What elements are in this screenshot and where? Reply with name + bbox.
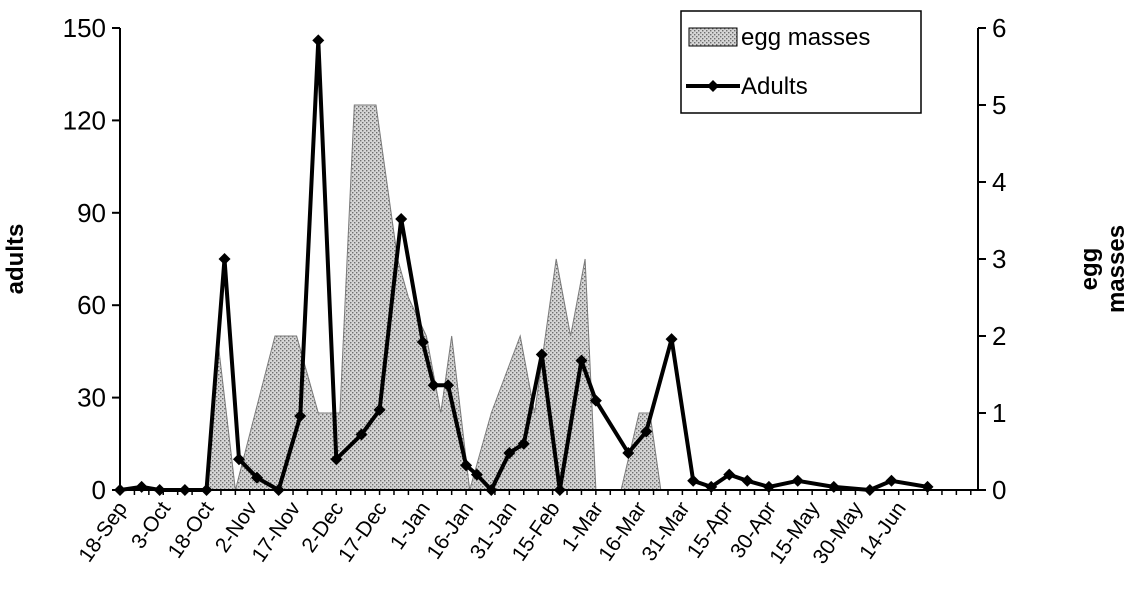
left-y-tick-label: 90 [77,198,106,228]
legend-swatch-adults-marker [707,80,719,92]
left-y-tick-label: 120 [63,105,106,135]
adults-point [395,212,408,225]
adults-point [427,379,440,392]
right-y-tick-label: 5 [992,90,1006,120]
legend-label-egg-masses: egg masses [741,24,870,51]
right-y-ticks: 0 1 2 3 4 5 6 [978,13,1006,505]
left-y-tick-label: 60 [77,290,106,320]
adults-point [665,333,678,346]
adults-point [517,437,530,450]
right-y-tick-label: 2 [992,321,1006,351]
legend-swatch-egg-masses [688,27,738,47]
left-y-tick-label: 0 [92,475,106,505]
adults-point [885,474,898,487]
legend-label-adults: Adults [741,73,808,100]
adults-point [312,34,325,47]
adults-point [294,410,307,423]
adults-line [119,38,928,492]
adults-point [330,453,343,466]
adults-point [470,468,483,481]
adults-point [416,336,429,349]
adults-point [232,453,245,466]
x-ticks: 18-Sep3-Oct18-Oct2-Nov17-Nov2-Dec17-Dec1… [74,490,972,568]
adults-point [355,428,368,441]
right-y-axis-title-line-1: egg [1076,248,1103,291]
right-y-axis-title-line-2: masses [1103,225,1130,313]
right-y-tick-label: 4 [992,167,1006,197]
adults-point [741,474,754,487]
adults-point [622,447,635,460]
adults-point [640,425,653,438]
adults-point [218,253,231,265]
adults-point [791,474,804,487]
adults-point [575,354,588,367]
left-y-axis-title: adults [2,224,29,295]
right-y-tick-label: 0 [992,475,1006,505]
adults-point [250,471,263,484]
adults-point [687,474,700,487]
legend: egg masses Adults [680,10,922,114]
adults-point [827,480,840,493]
x-tick-label: 18-Sep [74,498,132,567]
x-tick-label: 14-Jun [855,498,911,564]
right-y-tick-label: 6 [992,13,1006,43]
left-y-tick-label: 30 [77,383,106,413]
right-y-tick-label: 1 [992,398,1006,428]
adults-point [373,403,386,416]
adults-point [535,348,548,361]
x-tick-label: 18-Oct [164,498,219,563]
left-y-ticks: 0 30 60 90 120 150 [63,13,120,505]
adults-point [442,379,455,392]
right-y-tick-label: 3 [992,244,1006,274]
adults-point [589,394,602,407]
adults-point [135,480,148,493]
adults-point [723,468,736,481]
adults-point [503,447,516,460]
left-y-tick-label: 150 [63,13,106,43]
adults-point [460,459,473,472]
